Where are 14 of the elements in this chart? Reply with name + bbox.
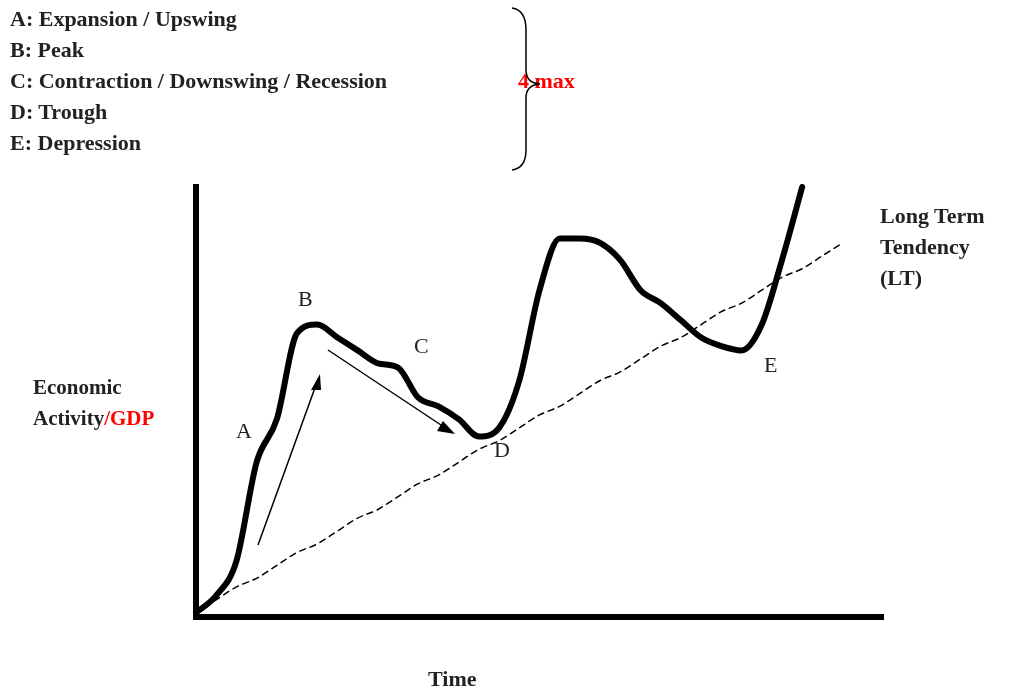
text: B: Peak [10,37,84,63]
text: E: Depression [10,130,141,156]
annotation: B [298,286,313,312]
annotation: A [236,418,252,444]
y-axis-title: Economic Activity/GDP [33,375,155,430]
text: 4 max [518,68,575,94]
text: D: Trough [10,99,108,125]
annotation: C [414,333,429,359]
x-axis-title: Time [428,666,477,692]
text: A: Expansion / Upswing [10,6,237,32]
series-label: Long Term Tendency (LT) [880,202,986,292]
text: C: Contraction / Downswing / Recession [10,68,388,94]
annotation: E [764,352,778,378]
annotation: D [494,437,510,463]
